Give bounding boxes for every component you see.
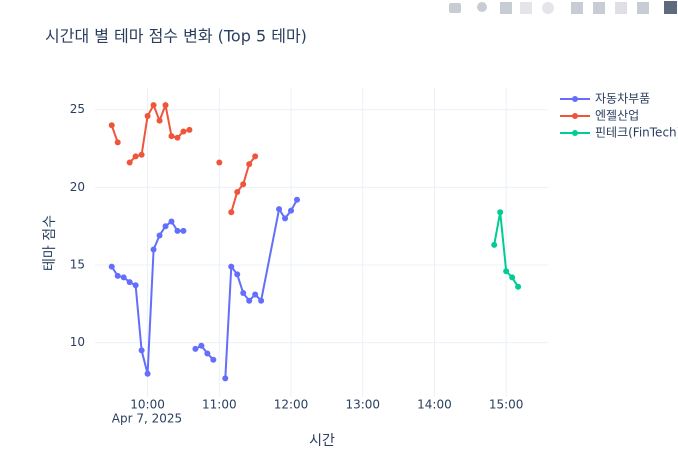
data-point — [174, 227, 181, 234]
legend-marker — [572, 130, 578, 136]
reset-button[interactable] — [637, 2, 649, 14]
plotly-logo[interactable] — [664, 1, 677, 14]
data-point — [198, 342, 205, 349]
x-axis-title: 시간 — [309, 433, 335, 449]
data-point — [228, 209, 235, 216]
data-point — [192, 345, 199, 352]
data-point — [246, 297, 253, 304]
data-point — [162, 223, 169, 230]
data-point — [126, 279, 133, 286]
data-point — [180, 227, 187, 234]
chart-title: 시간대 별 테마 점수 변화 (Top 5 테마) — [45, 27, 307, 46]
x-date-label: Apr 7, 2025 — [112, 412, 182, 426]
data-point — [132, 282, 139, 289]
data-point — [252, 291, 259, 298]
data-point — [246, 161, 253, 168]
legend-label: 핀테크(FinTech) — [595, 126, 678, 140]
data-point — [234, 189, 241, 196]
data-point — [240, 289, 247, 296]
data-point — [234, 271, 241, 278]
data-point — [258, 297, 265, 304]
zoom-out-button[interactable] — [593, 2, 605, 14]
data-point — [288, 207, 295, 214]
legend-marker — [572, 113, 578, 119]
data-point — [216, 159, 223, 166]
data-point — [138, 151, 145, 158]
data-point — [168, 133, 175, 140]
x-tick-label: 10:00 — [130, 398, 165, 412]
data-point — [282, 215, 289, 222]
legend-label: 자동차부품 — [595, 92, 650, 106]
x-tick-label: 15:00 — [489, 398, 524, 412]
y-tick-label: 25 — [70, 102, 85, 116]
y-axis-title: 테마 점수 — [42, 215, 58, 271]
data-point — [108, 122, 115, 129]
x-tick-label: 13:00 — [345, 398, 380, 412]
legend-marker — [572, 96, 578, 102]
data-point — [114, 139, 121, 146]
data-point — [150, 246, 157, 253]
data-point — [132, 153, 139, 160]
data-point — [497, 209, 504, 216]
y-tick-label: 10 — [70, 335, 85, 349]
grid — [95, 88, 548, 397]
zoom-button[interactable] — [477, 2, 487, 12]
data-point — [491, 241, 498, 248]
data-point — [162, 102, 169, 109]
data-point — [144, 112, 151, 119]
data-point — [228, 263, 235, 270]
x-tick-label: 14:00 — [417, 398, 452, 412]
camera-button[interactable] — [449, 3, 461, 13]
data-point — [204, 350, 211, 357]
x-tick-label: 11:00 — [202, 398, 237, 412]
data-point — [515, 283, 522, 290]
data-point — [168, 218, 175, 225]
legend-label: 엔젤산업 — [595, 109, 639, 123]
data-point — [174, 134, 181, 141]
data-point — [210, 356, 217, 363]
data-point — [240, 181, 247, 188]
modebar — [449, 1, 677, 14]
data-point — [252, 153, 259, 160]
data-point — [509, 274, 516, 281]
data-point — [276, 206, 283, 213]
data-point — [150, 102, 157, 109]
pan-button[interactable] — [500, 2, 512, 14]
zoom-in-button[interactable] — [571, 2, 583, 14]
data-point — [186, 126, 193, 133]
x-tick-label: 12:00 — [274, 398, 309, 412]
data-point — [503, 268, 510, 275]
data-point — [156, 232, 163, 239]
data-point — [120, 274, 127, 281]
box-select-button[interactable] — [520, 2, 532, 14]
series-line — [110, 101, 256, 213]
data-point — [144, 370, 151, 377]
lasso-button[interactable] — [542, 2, 554, 14]
y-tick-label: 20 — [70, 180, 85, 194]
data-point — [156, 117, 163, 124]
data-point — [114, 272, 121, 279]
y-tick-label: 15 — [70, 258, 85, 272]
data-point — [126, 159, 133, 166]
data-point — [108, 263, 115, 270]
data-point — [180, 128, 187, 135]
data-point — [293, 196, 300, 203]
autoscale-button[interactable] — [615, 2, 627, 14]
data-point — [222, 375, 229, 382]
data-point — [138, 347, 145, 354]
